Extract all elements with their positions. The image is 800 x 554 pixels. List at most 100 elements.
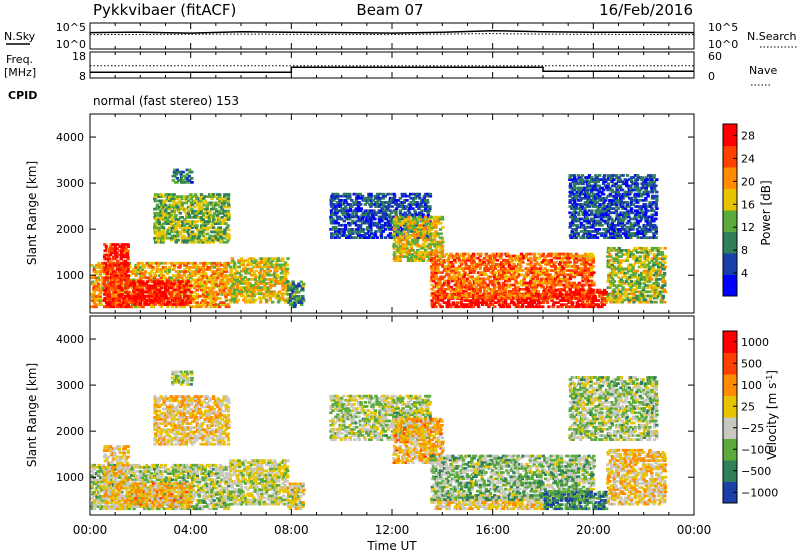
echo-cell	[585, 305, 589, 309]
echo-cell	[233, 294, 237, 298]
echo-cell	[444, 269, 449, 272]
echo-cell	[588, 303, 592, 306]
echo-cell	[157, 301, 161, 304]
echo-cell	[166, 280, 170, 283]
echo-cell	[165, 284, 170, 288]
echo-cell	[440, 246, 445, 250]
echo-cell	[354, 209, 358, 213]
echo-cell	[343, 192, 348, 196]
echo-cell	[379, 196, 384, 200]
echo-cell	[396, 199, 401, 202]
echo-cell	[132, 282, 137, 286]
echo-cell	[355, 196, 359, 200]
echo-cell	[220, 230, 224, 234]
echo-cell	[277, 263, 281, 267]
echo-cell	[199, 268, 203, 271]
echo-cell	[406, 234, 411, 238]
echo-cell	[355, 192, 359, 196]
echo-cell	[438, 287, 442, 291]
echo-cell	[446, 279, 451, 283]
echo-cell	[501, 263, 505, 266]
echo-cell	[392, 234, 396, 238]
echo-cell	[474, 263, 478, 266]
echo-cell	[476, 305, 481, 309]
echo-cell	[149, 305, 154, 309]
echo-cell	[218, 193, 222, 196]
echo-cell	[160, 207, 164, 211]
echo-cell	[204, 209, 208, 213]
echo-cell	[143, 270, 147, 273]
echo-cell	[398, 211, 403, 215]
echo-cell	[593, 295, 597, 298]
echo-cell	[226, 197, 231, 201]
echo-cell	[153, 272, 157, 275]
echo-cell	[207, 290, 212, 294]
echo-cell	[464, 283, 468, 287]
echo-cell	[549, 265, 554, 268]
echo-cell	[440, 271, 444, 274]
echo-cell	[260, 261, 264, 265]
echo-cell	[260, 259, 264, 262]
echo-cell	[252, 288, 257, 292]
echo-cell	[186, 261, 191, 265]
echo-cell	[426, 259, 430, 262]
echo-cell	[490, 254, 495, 258]
echo-cell	[575, 192, 579, 196]
echo-cell	[422, 196, 426, 200]
echo-cell	[216, 197, 220, 201]
echo-cell	[147, 286, 151, 290]
echo-cell	[210, 303, 214, 306]
echo-cell	[139, 280, 143, 283]
echo-cell	[172, 193, 176, 196]
echo-cell	[499, 275, 504, 279]
echo-cell	[119, 286, 123, 290]
echo-cell	[204, 274, 208, 277]
echo-cell	[117, 286, 122, 290]
echo-cell	[92, 286, 96, 290]
echo-cell	[420, 255, 424, 258]
echo-cell	[513, 271, 518, 274]
echo-cell	[411, 259, 415, 262]
echo-cell	[126, 305, 130, 309]
echo-cell	[415, 234, 420, 238]
echo-cell	[413, 259, 418, 262]
echo-cell	[360, 217, 365, 221]
echo-cell	[176, 205, 180, 209]
echo-cell	[250, 257, 254, 260]
echo-cell	[445, 303, 449, 306]
echo-cell	[180, 203, 185, 207]
echo-cell	[293, 303, 297, 306]
echo-cell	[157, 220, 161, 223]
echo-cell	[421, 242, 426, 246]
echo-cell	[107, 299, 112, 302]
echo-cell	[185, 181, 190, 184]
echo-cell	[166, 205, 170, 209]
echo-cell	[562, 294, 566, 297]
echo-cell	[141, 263, 145, 267]
echo-cell	[134, 296, 139, 300]
echo-cell	[109, 263, 113, 267]
echo-cell	[213, 280, 218, 284]
echo-cell	[510, 258, 514, 262]
echo-cell	[390, 221, 394, 225]
echo-cell	[499, 271, 503, 274]
echo-cell	[136, 280, 141, 283]
echo-cell	[253, 265, 258, 269]
echo-cell	[440, 244, 445, 248]
echo-cell	[184, 286, 188, 290]
echo-cell	[191, 209, 195, 213]
echo-cell	[371, 213, 375, 217]
echo-cell	[470, 277, 474, 281]
echo-cell	[570, 290, 574, 294]
echo-cell	[539, 283, 544, 287]
echo-cell	[174, 172, 179, 176]
echo-cell	[587, 290, 591, 294]
echo-cell	[193, 295, 197, 298]
echo-cell	[201, 214, 206, 217]
echo-cell	[212, 218, 216, 221]
echo-cell	[241, 261, 246, 265]
echo-cell	[336, 192, 340, 196]
echo-cell	[365, 201, 369, 204]
echo-cell	[493, 271, 497, 274]
echo-cell	[127, 299, 132, 302]
